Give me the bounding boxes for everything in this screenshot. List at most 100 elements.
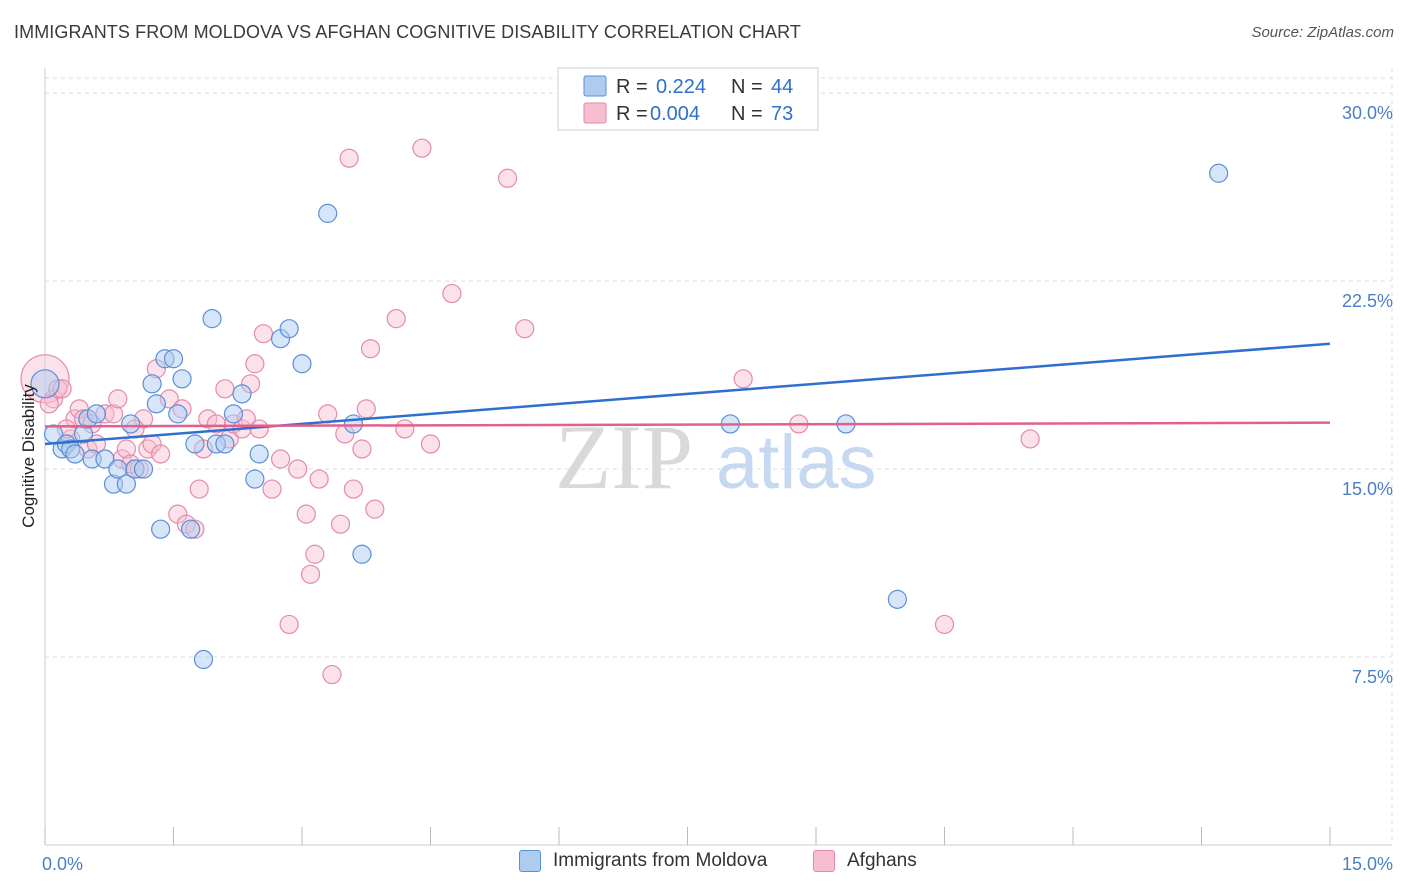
- moldova-point: [116, 474, 136, 494]
- axis-layer: 7.5% 15.0% 22.5% 30.0% 0.0% 15.0%: [42, 68, 1393, 874]
- watermark: ZIP atlas: [555, 406, 877, 508]
- afghans-point: [288, 459, 308, 479]
- afghans-point: [279, 614, 299, 635]
- afghans-point: [386, 309, 406, 329]
- afghans-trend-line: [44, 421, 1331, 428]
- bottom-legend-label-moldova: Immigrants from Moldova: [553, 850, 768, 871]
- moldova-trend-line: [44, 342, 1331, 446]
- afghans-point: [1020, 429, 1040, 449]
- legend-r-label-afghans: R =: [616, 103, 648, 125]
- moldova-point: [193, 649, 214, 670]
- afghans-point: [215, 379, 235, 399]
- afghans-point: [343, 479, 363, 499]
- afghans-point: [245, 354, 265, 374]
- x-tick-label-min: 0.0%: [42, 854, 83, 874]
- moldova-point: [95, 449, 115, 469]
- moldova-point: [133, 459, 154, 479]
- moldova-point: [168, 404, 188, 424]
- legend-swatch-moldova: [583, 75, 607, 97]
- afghans-point: [309, 469, 329, 489]
- watermark-zip: ZIP: [555, 406, 693, 508]
- afghans-point: [296, 504, 316, 524]
- bottom-legend-label-afghans: Afghans: [847, 850, 917, 871]
- afghans-point: [356, 399, 376, 419]
- bottom-legend-afghans: Afghans: [813, 850, 917, 872]
- moldova-points: [30, 163, 1229, 670]
- afghans-point: [262, 479, 282, 499]
- moldova-point: [223, 404, 244, 424]
- moldova-point: [146, 394, 166, 414]
- y-axis-label: Cognitive Disability: [19, 384, 38, 528]
- moldova-point: [142, 374, 162, 394]
- legend-n-value-afghans: 73: [771, 103, 793, 125]
- y-tick-label: 22.5%: [1342, 291, 1393, 311]
- afghans-point: [412, 138, 432, 158]
- moldova-point: [151, 519, 171, 539]
- bottom-legend-swatch-moldova: [519, 850, 541, 872]
- afghans-point: [934, 614, 955, 635]
- moldova-point: [86, 404, 107, 424]
- afghans-point: [365, 499, 385, 519]
- afghans-point: [515, 319, 535, 339]
- legend-r-value-moldova: 0.224: [656, 76, 706, 98]
- trend-lines: [44, 342, 1331, 446]
- afghans-point: [733, 369, 753, 389]
- bottom-legend-swatch-afghans: [813, 850, 835, 872]
- afghans-point: [498, 168, 518, 188]
- moldova-point: [185, 434, 205, 454]
- afghans-point: [395, 419, 415, 439]
- chart-source: Source: ZipAtlas.com: [1251, 24, 1394, 41]
- afghans-point: [253, 324, 274, 344]
- moldova-point: [279, 319, 299, 339]
- moldova-point: [292, 354, 312, 374]
- legend-r-value-afghans: 0.004: [650, 103, 700, 125]
- moldova-point: [30, 369, 60, 399]
- afghans-point: [108, 389, 128, 409]
- afghans-point: [189, 479, 209, 499]
- legend-n-label-afghans: N =: [731, 103, 763, 125]
- afghans-point: [305, 544, 325, 564]
- grid-layer: [45, 68, 1393, 845]
- moldova-point: [245, 469, 265, 489]
- moldova-point: [202, 309, 222, 329]
- moldova-point: [887, 589, 907, 609]
- y-tick-label: 7.5%: [1352, 667, 1393, 687]
- afghans-point: [420, 434, 441, 454]
- x-tick-label-max: 15.0%: [1342, 854, 1393, 874]
- y-tick-label: 30.0%: [1342, 103, 1393, 123]
- afghans-point: [151, 444, 171, 464]
- afghans-point: [300, 564, 321, 584]
- chart-title: IMMIGRANTS FROM MOLDOVA VS AFGHAN COGNIT…: [14, 22, 801, 42]
- moldova-point: [249, 444, 269, 464]
- bottom-legend: Immigrants from Moldova Afghans: [0, 850, 1406, 880]
- y-tick-label: 15.0%: [1342, 479, 1393, 499]
- afghans-point: [330, 514, 351, 534]
- afghans-point: [442, 283, 462, 304]
- moldova-point: [343, 414, 363, 434]
- afghans-point: [116, 439, 136, 459]
- moldova-point: [65, 444, 85, 464]
- legend-n-label-moldova: N =: [731, 76, 763, 98]
- bottom-legend-moldova: Immigrants from Moldova: [519, 850, 767, 872]
- legend-swatch-afghans: [583, 102, 607, 124]
- afghans-point: [339, 148, 359, 168]
- afghans-point: [352, 439, 372, 459]
- watermark-atlas: atlas: [716, 420, 877, 505]
- afghans-point: [206, 414, 226, 434]
- moldova-point: [172, 369, 192, 389]
- afghans-point: [360, 339, 381, 359]
- moldova-point: [181, 519, 201, 539]
- moldova-point: [318, 203, 338, 223]
- moldova-point: [121, 414, 141, 434]
- moldova-point: [352, 544, 372, 564]
- moldova-point: [215, 434, 235, 454]
- moldova-point: [1209, 163, 1229, 183]
- afghans-point: [322, 664, 342, 685]
- legend-box: R = 0.224 N = 44 R = 0.004 N = 73: [557, 67, 819, 131]
- afghans-point: [270, 449, 291, 469]
- moldova-point: [232, 384, 252, 404]
- legend-r-label-moldova: R =: [616, 76, 648, 98]
- moldova-point: [163, 349, 184, 369]
- legend-n-value-moldova: 44: [771, 76, 793, 98]
